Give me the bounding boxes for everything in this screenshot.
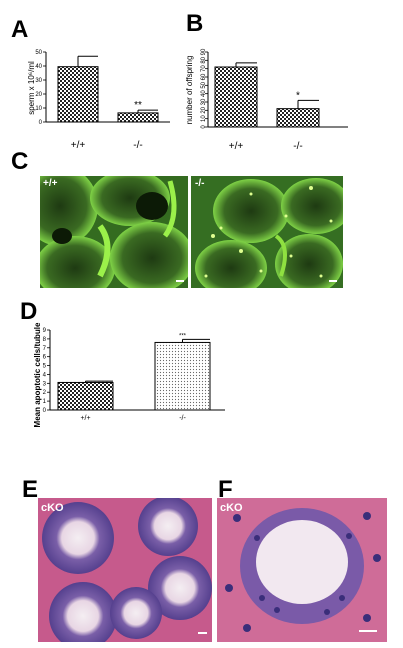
y-tick-label: 20 (201, 106, 207, 113)
y-axis-label: number of offspring (185, 56, 194, 125)
image-label-f: cKO (220, 502, 243, 514)
scale-bar (198, 632, 207, 634)
bar (57, 66, 99, 123)
x-tick-label: +/+ (71, 140, 86, 151)
scale-bar (359, 630, 377, 632)
panel-label-a: A (11, 16, 29, 43)
y-tick-label: 6 (43, 355, 47, 361)
y-tick-label: 9 (43, 328, 47, 334)
image-label-knockout: -/- (195, 178, 205, 189)
bar (117, 112, 159, 123)
fluorescence-image-knockout: -/- (191, 176, 343, 288)
y-tick-label: 8 (43, 337, 47, 343)
y-tick-label: 7 (43, 346, 47, 352)
panel-label-d: D (20, 298, 38, 325)
scale-bar (329, 280, 337, 282)
y-tick-label: 0 (39, 120, 43, 126)
y-axis-label: Mean apoptotic cells/tubule (33, 322, 42, 427)
y-tick-label: 40 (35, 64, 42, 70)
y-tick-label: 80 (201, 56, 207, 63)
y-tick-label: 30 (35, 78, 42, 84)
y-tick-label: 0 (43, 408, 47, 414)
x-tick-label: +/+ (80, 415, 90, 422)
y-tick-label: 50 (35, 50, 42, 56)
bar (214, 66, 258, 128)
scale-bar (176, 280, 184, 282)
y-tick-label: 4 (43, 372, 47, 378)
panel-label-c: C (11, 148, 29, 175)
chart-d: 0 1 2 3 4 5 6 7 8 9 +/+ *** -/- Mean apoptotic cells/… (33, 322, 225, 427)
y-tick-label: 10 (201, 115, 207, 122)
x-tick-label: -/- (293, 141, 302, 152)
y-tick-label: 50 (201, 81, 207, 88)
y-tick-label: 0 (201, 125, 207, 129)
fluorescence-image-wildtype: +/+ (40, 176, 188, 288)
panel-label-b: B (186, 10, 204, 37)
y-tick-label: 70 (201, 65, 207, 72)
y-axis-label: sperm x 10⁶/ml (27, 61, 36, 115)
y-tick-label: 30 (201, 98, 207, 105)
y-tick-label: 2 (43, 390, 47, 396)
panel-label-f: F (218, 476, 233, 503)
y-tick-label: 10 (35, 106, 42, 112)
y-tick-label: 5 (43, 364, 47, 370)
y-tick-label: 20 (35, 92, 42, 98)
y-tick-label: 60 (201, 73, 207, 80)
y-tick-label: 40 (201, 90, 207, 97)
significance-marker: *** (179, 333, 187, 339)
significance-marker: ** (134, 100, 142, 111)
bar (154, 341, 211, 411)
image-label-wildtype: +/+ (43, 178, 58, 189)
he-image-f: cKO (217, 498, 387, 642)
y-tick-label: 90 (201, 48, 207, 55)
x-tick-label: -/- (133, 140, 142, 151)
x-tick-label: +/+ (229, 141, 244, 152)
image-label-e: cKO (41, 502, 64, 514)
panel-label-e: E (22, 476, 39, 503)
bar (57, 381, 114, 411)
he-image-e: cKO (38, 498, 212, 642)
chart-a: 0 10 20 30 40 50 +/+ ** -/- sperm x 10⁶/ml (27, 50, 170, 151)
x-tick-label: -/- (179, 415, 186, 422)
significance-marker: * (296, 90, 300, 101)
bar (276, 108, 320, 128)
y-tick-label: 1 (43, 399, 47, 405)
y-tick-label: 3 (43, 381, 47, 387)
